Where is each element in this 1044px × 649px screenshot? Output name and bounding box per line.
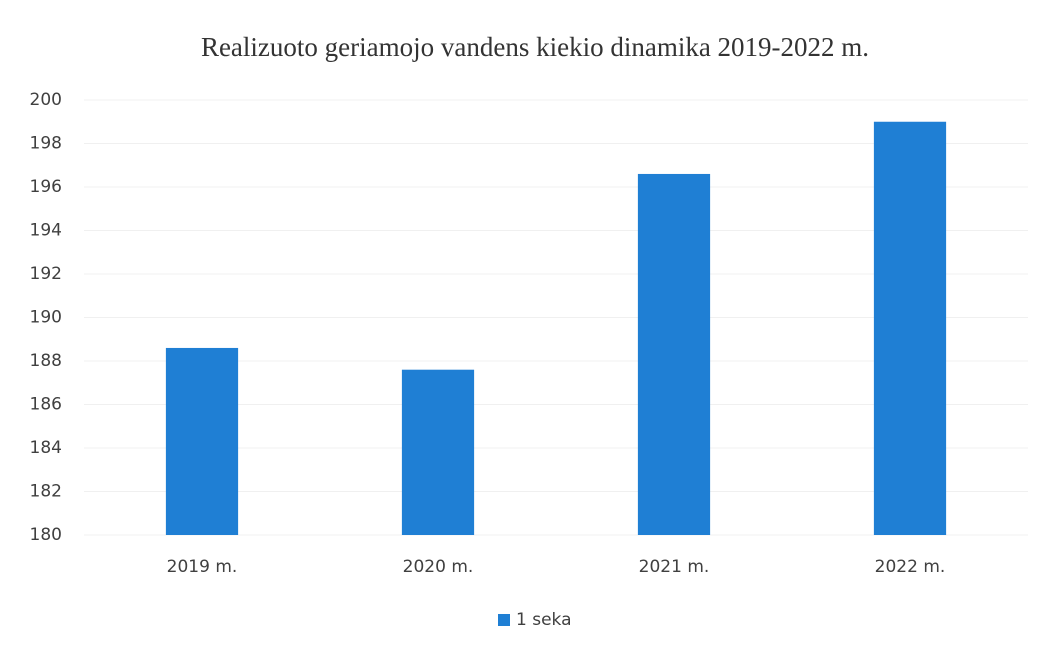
x-tick-label: 2022 m. bbox=[875, 557, 946, 577]
y-tick-label: 190 bbox=[30, 308, 62, 328]
bar bbox=[165, 347, 239, 535]
y-tick-label: 200 bbox=[30, 90, 62, 110]
y-tick-label: 192 bbox=[30, 264, 62, 284]
x-tick-label: 2020 m. bbox=[403, 557, 474, 577]
bar bbox=[637, 173, 711, 535]
legend-label: 1 seka bbox=[516, 610, 572, 630]
y-tick-label: 188 bbox=[30, 351, 62, 371]
y-tick-label: 184 bbox=[30, 438, 62, 458]
y-tick-label: 198 bbox=[30, 134, 62, 154]
y-tick-label: 180 bbox=[30, 525, 62, 545]
chart-title: Realizuoto geriamojo vandens kiekio dina… bbox=[201, 32, 869, 62]
y-tick-label: 182 bbox=[30, 482, 62, 502]
x-tick-label: 2019 m. bbox=[167, 557, 238, 577]
y-tick-label: 194 bbox=[30, 221, 62, 241]
y-tick-label: 196 bbox=[30, 177, 62, 197]
legend-swatch bbox=[498, 614, 510, 626]
x-tick-label: 2021 m. bbox=[639, 557, 710, 577]
y-tick-label: 186 bbox=[30, 395, 62, 415]
bar bbox=[401, 369, 475, 535]
bar bbox=[873, 121, 947, 535]
